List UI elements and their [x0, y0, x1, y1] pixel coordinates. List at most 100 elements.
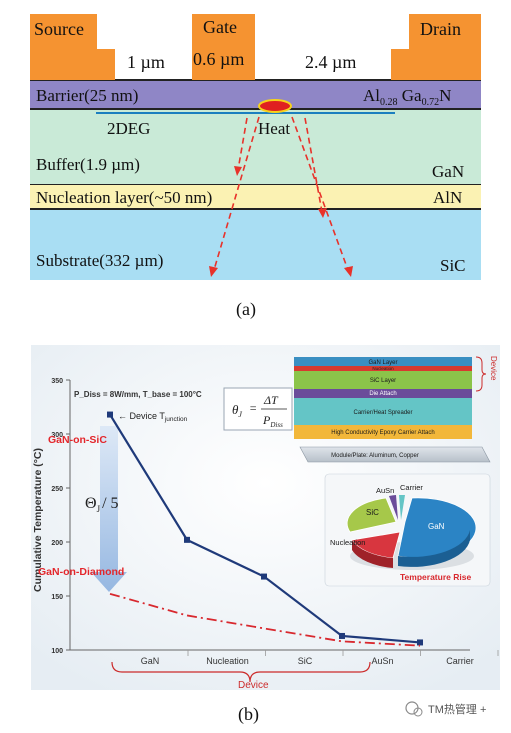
buffer-label: Buffer(1.9 µm) [36, 155, 140, 174]
y-tick-label: 200 [51, 540, 63, 547]
pie-label-carrier: Carrier [400, 483, 423, 492]
watermark-text: TM热管理 + [428, 702, 486, 716]
gate-drain-spacing-label: 2.4 µm [305, 52, 356, 72]
y-tick-label: 350 [51, 378, 63, 385]
heat-arrowheads [209, 166, 353, 277]
wechat-icon-inner [413, 707, 423, 717]
stack-layer-label: SiC Layer [370, 378, 396, 384]
x-tick-label: SiC [298, 656, 313, 666]
theta-reduction-arrow [91, 426, 127, 592]
equation-lhs: θJ [232, 402, 242, 419]
y-axis-ticks: 100 150 200 250 300 350 [51, 378, 70, 655]
buffer-material-label: GaN [432, 162, 464, 181]
x-tick-label: Nucleation [206, 656, 249, 666]
theta-equation: θJ = ΔT PDiss [232, 393, 287, 429]
stack-layer [294, 357, 472, 366]
device-bracket-label: Device [238, 680, 269, 691]
pie-label-sic: SiC [366, 508, 379, 517]
series-point [184, 536, 190, 543]
stack-layer [294, 425, 472, 439]
source-gate-spacing-label: 1 µm [127, 52, 165, 72]
gate-label: Gate [203, 17, 237, 37]
arrowhead [234, 166, 242, 176]
drain-label: Drain [420, 19, 461, 39]
device-tjunction-label: ← Device Tjunction [118, 411, 188, 423]
nucleation-layer [30, 184, 481, 209]
x-tick-label: GaN [141, 656, 160, 666]
series-line [109, 592, 421, 647]
pie-label-ausn: AuSn [376, 486, 394, 495]
x-tick-label: Carrier [446, 656, 474, 666]
arrowhead [318, 208, 327, 218]
drain-contact [391, 14, 481, 80]
pie-title: Temperature Rise [400, 572, 471, 582]
nucleation-material-label: AlN [433, 188, 462, 207]
pie-slice-gan-side [398, 530, 470, 567]
device-bracket [111, 661, 371, 683]
pie-label-gan: GaN [428, 522, 445, 531]
heat-arrow-right-short [304, 117, 323, 213]
y-tick-label: 250 [51, 486, 63, 493]
stack-device-bracket [475, 356, 487, 392]
arrowhead [209, 266, 218, 277]
heat-arrow-left-short [237, 117, 248, 171]
x-tick-label: AuSn [371, 656, 393, 666]
heat-arrow-right [291, 116, 349, 271]
heat-spot [258, 99, 292, 113]
heat-spread-arrows [213, 116, 349, 271]
panel-b-thermal-chart: 100 150 200 250 300 350 GaN Nucleation SiC AuSn C… [31, 345, 500, 725]
stack-layer-label: Module/Plate: Aluminum, Copper [331, 453, 419, 459]
pie-slice-carrier [399, 494, 405, 520]
stack-layer [294, 371, 472, 389]
stack-base-plate [299, 446, 491, 463]
arrowhead [344, 266, 353, 277]
gan-on-sic-label: GaN-on-SiC [48, 434, 107, 446]
gate-contact [192, 14, 255, 80]
series-point [107, 411, 113, 418]
stack-layer-label: GaN Layer [368, 360, 397, 366]
heat-arrow-left [213, 116, 260, 271]
stack-device-label: Device [489, 356, 498, 381]
equation-numerator: ΔT [263, 393, 279, 407]
stack-layer [294, 398, 472, 425]
pie-label-nucleation: Nucleation [330, 538, 365, 547]
conditions-text: P_Diss = 8W/mm, T_base = 100°C [74, 390, 202, 399]
gate-length-label: 0.6 µm [193, 49, 244, 69]
stack-layer-label: Die Attach [369, 391, 396, 397]
buffer-layer [30, 109, 481, 184]
barrier-layer [30, 80, 481, 109]
caption-a: (a) [236, 299, 256, 320]
series-point [261, 573, 267, 580]
barrier-material-label: Al0.28 Ga0.72N [363, 86, 451, 108]
stack-layer-label: Carrier/Heat Spreader [353, 410, 412, 416]
heat-label: Heat [258, 119, 290, 138]
nucleation-label: Nucleation layer(~50 nm) [36, 188, 212, 207]
series-point [417, 639, 423, 646]
series-gan-on-diamond [109, 592, 421, 647]
barrier-label: Barrier(25 nm) [36, 86, 138, 105]
pie-slice-sic [346, 497, 397, 533]
y-axis-label: Cumulative Temperature (°C) [32, 448, 44, 592]
temperature-rise-pie-inset: GaN SiC Nucleation AuSn Carrier Temperat… [324, 473, 491, 587]
source-contact [30, 14, 115, 80]
y-tick-label: 100 [51, 648, 63, 655]
pie-slice-ausn [389, 495, 398, 520]
y-tick-label: 300 [51, 432, 63, 439]
stack-layer [294, 389, 472, 398]
stack-layer-label: Nucleation [372, 366, 394, 371]
x-axis-ticks: GaN Nucleation SiC AuSn Carrier [141, 650, 499, 666]
substrate-label: Substrate(332 µm) [36, 251, 163, 270]
substrate-layer [30, 209, 481, 280]
y-tick-label: 150 [51, 594, 63, 601]
panel-a-device-cross-section: Source Gate 0.6 µm Drain 1 µm 2.4 µm Bar… [30, 14, 481, 320]
series-point [339, 632, 345, 639]
equation-denominator: PDiss [262, 413, 283, 429]
gan-on-diamond-label: GaN-on-Diamond [38, 566, 124, 578]
watermark: TM热管理 + [405, 701, 486, 717]
stack-layer [294, 366, 472, 371]
equation-equals: = [249, 401, 257, 415]
series-gan-on-sic [107, 411, 423, 646]
theta-reduction-label: ΘJ/ 5 [85, 495, 119, 514]
pie-slice-nucleation-side [352, 540, 393, 568]
